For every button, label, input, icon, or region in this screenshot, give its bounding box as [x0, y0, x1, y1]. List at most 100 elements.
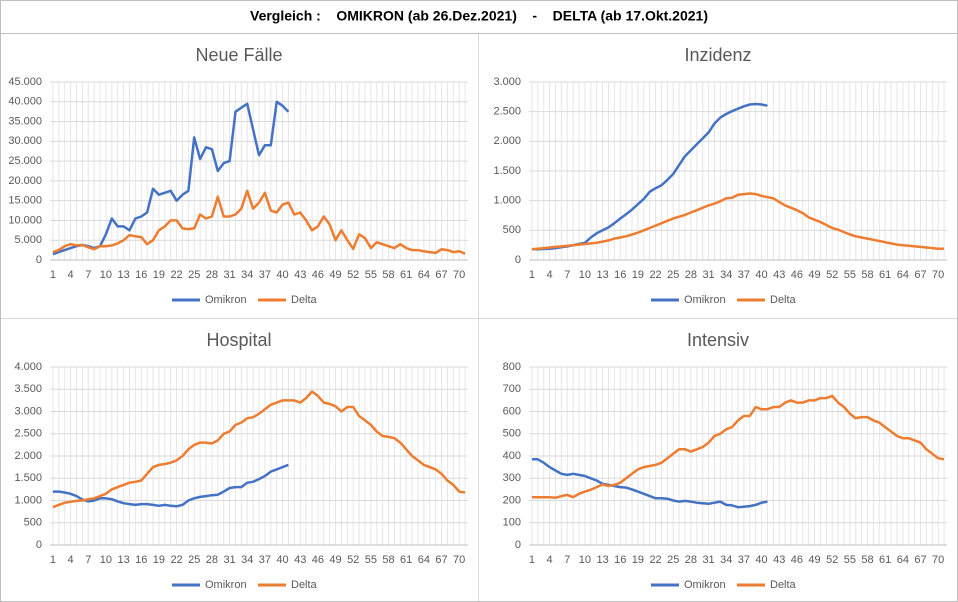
legend-label: Omikron	[205, 294, 247, 306]
y-tick-label: 15.000	[8, 195, 42, 207]
x-tick-label: 46	[791, 269, 803, 281]
x-tick-label: 64	[897, 269, 909, 281]
x-tick-label: 37	[738, 269, 750, 281]
x-tick-label: 7	[85, 554, 91, 566]
x-tick-label: 61	[879, 269, 891, 281]
x-tick-label: 61	[400, 554, 412, 566]
y-tick-label: 2.000	[14, 450, 42, 462]
y-tick-label: 5.000	[14, 234, 42, 246]
x-tick-label: 16	[135, 269, 147, 281]
x-tick-label: 49	[808, 269, 820, 281]
x-tick-label: 13	[596, 554, 608, 566]
x-tick-label: 64	[418, 269, 430, 281]
y-tick-label: 0	[515, 254, 521, 266]
x-tick-label: 1	[529, 554, 535, 566]
x-tick-label: 37	[259, 554, 271, 566]
x-tick-label: 22	[649, 269, 661, 281]
y-tick-label: 45.000	[8, 76, 42, 88]
y-tick-label: 300	[503, 472, 521, 484]
x-tick-label: 52	[826, 554, 838, 566]
x-tick-label: 43	[294, 554, 306, 566]
x-tick-label: 46	[312, 554, 324, 566]
y-tick-label: 2.500	[14, 428, 42, 440]
y-tick-label: 400	[503, 450, 521, 462]
series-line	[531, 192, 945, 251]
series-line	[531, 458, 768, 509]
x-tick-label: 34	[241, 554, 253, 566]
y-tick-label: 0	[36, 539, 42, 551]
x-tick-label: 52	[347, 554, 359, 566]
x-tick-label: 10	[100, 554, 112, 566]
x-tick-label: 16	[614, 554, 626, 566]
x-tick-label: 28	[206, 269, 218, 281]
y-tick-label: 1.500	[14, 472, 42, 484]
y-tick-label: 0	[515, 539, 521, 551]
x-tick-label: 4	[68, 269, 74, 281]
x-tick-label: 7	[85, 269, 91, 281]
x-tick-label: 70	[932, 554, 944, 566]
y-tick-label: 1.000	[14, 494, 42, 506]
x-tick-label: 61	[879, 554, 891, 566]
x-tick-label: 61	[400, 269, 412, 281]
x-tick-label: 43	[773, 554, 785, 566]
y-tick-label: 3.500	[14, 383, 42, 395]
x-tick-label: 40	[276, 269, 288, 281]
y-tick-label: 3.000	[14, 405, 42, 417]
y-tick-label: 700	[503, 383, 521, 395]
x-tick-label: 19	[153, 554, 165, 566]
chart-title: Intensiv	[687, 330, 749, 350]
x-tick-label: 43	[773, 269, 785, 281]
series-line	[52, 390, 466, 509]
x-tick-label: 25	[667, 554, 679, 566]
x-tick-label: 58	[861, 269, 873, 281]
x-tick-label: 40	[755, 554, 767, 566]
x-tick-label: 34	[241, 269, 253, 281]
y-tick-label: 1.000	[493, 195, 521, 207]
x-tick-label: 28	[685, 269, 697, 281]
y-tick-label: 500	[503, 224, 521, 236]
y-tick-label: 10.000	[8, 214, 42, 226]
x-tick-label: 55	[844, 269, 856, 281]
chart-title: Hospital	[206, 330, 271, 350]
y-tick-label: 4.000	[14, 361, 42, 373]
x-tick-label: 49	[808, 554, 820, 566]
y-tick-label: 500	[503, 428, 521, 440]
x-tick-label: 49	[329, 269, 341, 281]
x-tick-label: 31	[223, 269, 235, 281]
x-tick-label: 40	[276, 554, 288, 566]
x-tick-label: 34	[720, 269, 732, 281]
x-tick-label: 22	[170, 269, 182, 281]
x-tick-label: 64	[897, 554, 909, 566]
y-tick-label: 2.000	[493, 135, 521, 147]
x-tick-label: 7	[564, 554, 570, 566]
x-tick-label: 52	[347, 269, 359, 281]
series-line	[52, 189, 466, 255]
legend-label: Delta	[291, 294, 318, 306]
x-tick-label: 1	[50, 554, 56, 566]
x-tick-label: 13	[117, 554, 129, 566]
x-tick-label: 70	[453, 554, 465, 566]
y-tick-label: 3.000	[493, 76, 521, 88]
x-tick-label: 31	[702, 269, 714, 281]
x-tick-label: 4	[547, 269, 553, 281]
x-tick-label: 70	[453, 269, 465, 281]
x-tick-label: 31	[702, 554, 714, 566]
x-tick-label: 67	[914, 554, 926, 566]
x-tick-label: 67	[435, 269, 447, 281]
x-tick-label: 16	[614, 269, 626, 281]
x-tick-label: 28	[685, 554, 697, 566]
x-tick-label: 22	[170, 554, 182, 566]
x-tick-label: 13	[596, 269, 608, 281]
x-tick-label: 64	[418, 554, 430, 566]
y-tick-label: 100	[503, 517, 521, 529]
y-tick-label: 35.000	[8, 115, 42, 127]
y-tick-label: 600	[503, 405, 521, 417]
y-tick-label: 0	[36, 254, 42, 266]
x-tick-label: 16	[135, 554, 147, 566]
x-tick-label: 4	[547, 554, 553, 566]
y-tick-label: 500	[24, 517, 42, 529]
x-tick-label: 58	[382, 554, 394, 566]
x-tick-label: 46	[312, 269, 324, 281]
x-tick-label: 70	[932, 269, 944, 281]
